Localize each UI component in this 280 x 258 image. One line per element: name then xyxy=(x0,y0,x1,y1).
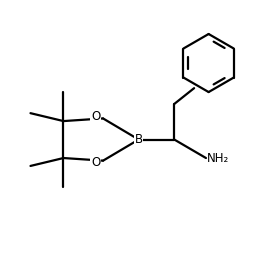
Text: NH₂: NH₂ xyxy=(207,151,230,165)
Text: B: B xyxy=(135,133,143,146)
Text: O: O xyxy=(91,110,100,123)
Text: O: O xyxy=(91,156,100,169)
